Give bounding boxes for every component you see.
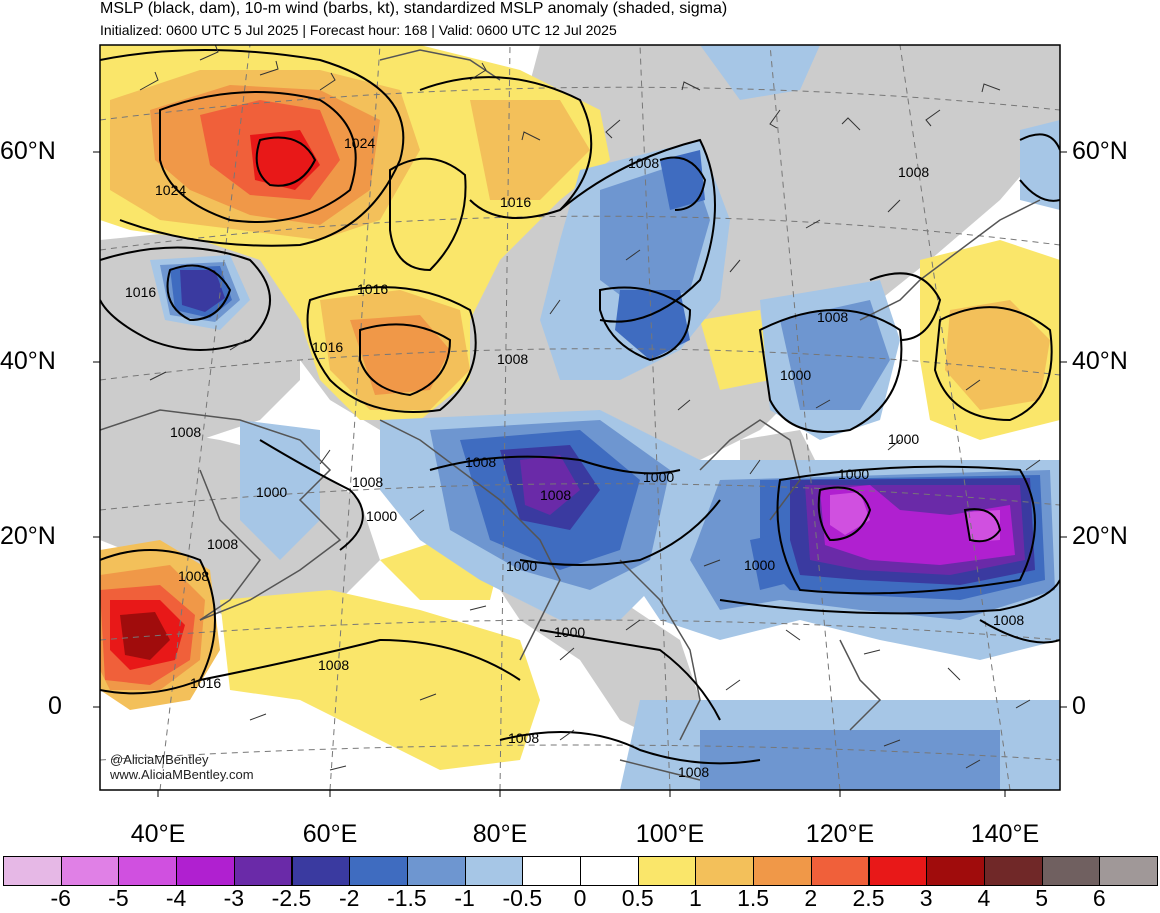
colorbar-swatch (810, 856, 870, 886)
isobar-label: 1008 (170, 424, 201, 440)
wind-barbs (139, 45, 1041, 771)
colorbar-label: -4 (165, 885, 187, 911)
map-frame (99, 44, 1061, 791)
isobar-label: 1000 (744, 557, 775, 573)
isobar-label: 1016 (357, 281, 388, 297)
isobar-label: 1016 (190, 675, 221, 691)
colorbar-label: 5 (1035, 885, 1048, 911)
anomaly-negative-7 (830, 492, 1000, 542)
isobar-label: 1000 (780, 367, 811, 383)
isobar-label: 1008 (465, 454, 496, 470)
colorbar-swatch (3, 856, 62, 886)
lat-label-60n-left: 60°N (0, 137, 56, 165)
lat-label-0-left: 0 (48, 692, 62, 720)
colorbar-label: 3 (919, 885, 933, 911)
lat-label-40n-left: 40°N (0, 347, 56, 375)
colorbar-swatch (233, 856, 293, 886)
lat-label-20n-right: 20°N (1072, 522, 1128, 550)
colorbar-swatch (118, 856, 178, 886)
isobar-label: 1000 (366, 508, 397, 524)
colorbar-label: 0 (573, 885, 587, 911)
lon-label-120e: 120°E (805, 820, 875, 848)
colorbar-swatch (464, 856, 524, 886)
lon-label-100e: 100°E (635, 820, 705, 848)
map-title: MSLP (black, dam), 10-m wind (barbs, kt)… (100, 0, 728, 17)
map-subtitle: Initialized: 0600 UTC 5 Jul 2025 | Forec… (100, 22, 617, 38)
isobar-label: 1008 (678, 764, 709, 780)
colorbar-label: 0.5 (621, 885, 654, 911)
lon-label-40e: 40°E (130, 820, 186, 848)
isobar-label: 1008 (817, 309, 848, 325)
lat-label-60n-right: 60°N (1072, 137, 1128, 165)
isobar-label: 1000 (256, 484, 287, 500)
axis-ticks (93, 151, 1067, 797)
colorbar-swatch (60, 856, 120, 886)
isobar-label: 1016 (312, 339, 343, 355)
lon-label-80e: 80°E (472, 820, 528, 848)
isobar-label: 1008 (628, 155, 659, 171)
colorbar-label: 6 (1092, 885, 1106, 911)
isobar-label: 1008 (993, 612, 1024, 628)
isobar-label: 1000 (838, 466, 869, 482)
credit-handle: @AliciaMBentley (110, 752, 209, 767)
isobar-label: 1000 (506, 558, 537, 574)
colorbar-label: 1 (688, 885, 702, 911)
lat-label-20n-left: 20°N (0, 522, 56, 550)
colorbar-label: 4 (977, 885, 991, 911)
colorbar-swatch (522, 856, 581, 886)
colorbar-label: -3 (223, 885, 245, 911)
colorbar-swatch (1041, 856, 1101, 886)
colorbar-label: -1 (454, 885, 475, 911)
lon-label-140e: 140°E (970, 820, 1040, 848)
colorbar-label: -2 (338, 885, 360, 911)
isobar-label: 1000 (643, 469, 674, 485)
colorbar-swatch (868, 856, 928, 886)
colorbar-swatch (406, 856, 466, 886)
colorbar-swatch (1099, 856, 1158, 886)
lat-label-0-right: 0 (1072, 692, 1086, 720)
isobar-label: 1008 (318, 657, 349, 673)
isobar-label: 1008 (898, 164, 929, 180)
isobar-label: 1008 (540, 487, 571, 503)
isobar-label: 1024 (344, 135, 375, 151)
isobar-label: 1008 (178, 568, 209, 584)
colorbar-swatch (983, 856, 1043, 886)
colorbar-swatch (637, 856, 697, 886)
lon-label-60e: 60°E (302, 820, 358, 848)
credit-website: www.AliciaMBentley.com (110, 767, 254, 782)
isobar-label: 1008 (508, 730, 539, 746)
colorbar-label: -6 (50, 885, 71, 911)
isobars (100, 49, 1060, 765)
coastlines (100, 49, 1041, 781)
colorbar-label: -5 (108, 885, 129, 911)
colorbar-swatch (926, 856, 985, 886)
isobar-label: 1000 (888, 431, 919, 447)
colorbar-label: -2.5 (271, 885, 312, 911)
colorbar-label: 1.5 (737, 885, 770, 911)
colorbar-swatch (349, 856, 408, 886)
lat-label-40n-right: 40°N (1072, 347, 1128, 375)
colorbar-swatch (695, 856, 755, 886)
graticule (100, 45, 1060, 790)
isobar-label: 1024 (155, 182, 186, 198)
colorbar-swatch (753, 856, 812, 886)
isobar-label: 1008 (352, 474, 383, 490)
colorbar-label: -1.5 (387, 885, 427, 911)
colorbar-swatch (580, 856, 639, 886)
isobar-label: 1016 (125, 284, 156, 300)
isobar-label: 1000 (554, 624, 585, 640)
colorbar-label: 2.5 (852, 885, 885, 911)
isobar-labels: 1024 1024 1016 1016 1016 1016 1008 1008 … (125, 135, 1024, 780)
colorbar-label: -0.5 (502, 885, 543, 911)
colorbar-label: 2 (804, 885, 818, 911)
isobar-label: 1016 (500, 194, 531, 210)
colorbar-swatch (176, 856, 235, 886)
isobar-label: 1008 (497, 351, 528, 367)
isobar-label: 1008 (207, 536, 238, 552)
colorbar-swatch (291, 856, 351, 886)
